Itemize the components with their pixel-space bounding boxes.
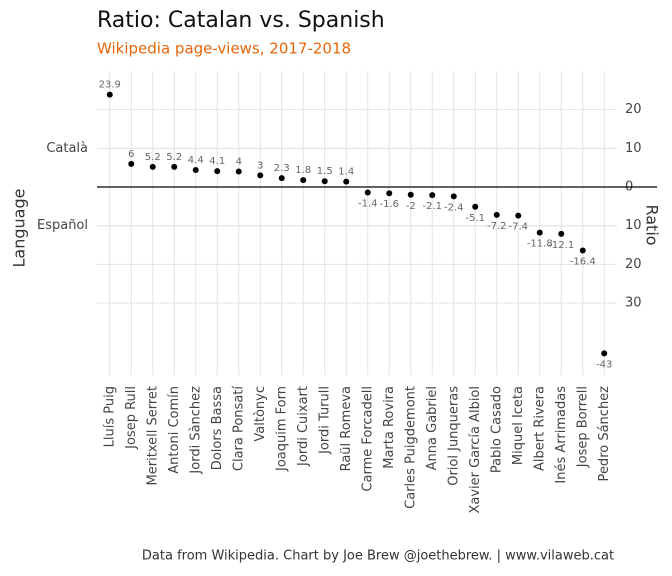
- y-tick-label: Español: [37, 218, 88, 233]
- dot: [601, 350, 608, 357]
- dot: [149, 163, 156, 170]
- x-tick-label: Josep Rull: [124, 386, 139, 450]
- dot: [472, 203, 479, 210]
- y-axis-label: Language: [10, 189, 29, 268]
- x-tick-label: Albert Rivera: [532, 386, 547, 471]
- data-label: 2.3: [274, 163, 290, 174]
- data-label: -12.1: [548, 240, 574, 251]
- data-label: 5.2: [145, 152, 161, 163]
- data-label: -2.4: [444, 202, 464, 213]
- x-tick-label: Anna Gabriel: [425, 386, 440, 470]
- data-label: 1.4: [338, 167, 354, 178]
- y-tick-label: Català: [46, 141, 88, 156]
- dot: [214, 168, 221, 175]
- dot: [558, 230, 565, 237]
- dot: [386, 190, 393, 197]
- dot: [257, 172, 264, 179]
- x-tick-label: Valtònyc: [253, 386, 268, 442]
- x-tick-label: Raül Romeva: [339, 386, 354, 471]
- dot: [171, 163, 178, 170]
- dot: [515, 212, 522, 219]
- x-tick-label: Carme Forcadell: [360, 386, 375, 492]
- y-tick-label: 20: [625, 257, 642, 272]
- data-label: 4: [236, 157, 242, 168]
- chart-subtitle: Wikipedia page-views, 2017-2018: [97, 40, 351, 58]
- y-tick-label: 10: [625, 218, 642, 233]
- dot: [278, 175, 285, 182]
- dot: [192, 167, 199, 174]
- dot: [429, 192, 436, 199]
- data-label: 5.2: [166, 152, 182, 163]
- x-tick-label: Dolors Bassa: [210, 386, 225, 470]
- data-label: 23.9: [99, 80, 121, 91]
- data-label: 4.1: [209, 156, 225, 167]
- dot: [106, 91, 113, 98]
- data-label: -7.4: [508, 222, 528, 233]
- data-label: 6: [128, 149, 134, 160]
- data-label: 3: [257, 160, 263, 171]
- chart-title: Ratio: Catalan vs. Spanish: [97, 8, 385, 33]
- x-tick-label: Carles Puigdemont: [403, 386, 418, 509]
- dot: [493, 211, 500, 218]
- x-tick-label: Jordi Cuixart: [296, 386, 311, 467]
- dot: [300, 177, 307, 184]
- x-tick-label: Pablo Casado: [489, 386, 504, 473]
- x-tick-label: Miquel Iceta: [511, 386, 526, 465]
- data-label: -11.8: [527, 239, 553, 250]
- dot: [128, 160, 135, 167]
- x-tick-label: Xavier García Albiol: [468, 386, 483, 514]
- x-tick-label: Meritxell Serret: [145, 386, 160, 485]
- dot: [235, 168, 242, 175]
- x-tick-label: Marta Rovira: [382, 386, 397, 469]
- data-label: -1.4: [358, 198, 378, 209]
- dot: [364, 189, 371, 196]
- dot: [579, 247, 586, 254]
- x-tick-label: Josep Borrell: [575, 386, 590, 468]
- y-tick-label: 10: [625, 141, 642, 156]
- data-label: 1.8: [295, 165, 311, 176]
- dot: [407, 191, 414, 198]
- dot: [450, 193, 457, 200]
- data-label: 1.5: [317, 166, 333, 177]
- y2-axis-label: Ratio: [643, 204, 662, 245]
- caption: Data from Wikipedia. Chart by Joe Brew @…: [142, 549, 614, 564]
- x-tick-label: Jordi Turull: [317, 386, 332, 455]
- x-tick-label: Oriol Junqueras: [446, 386, 461, 486]
- dot: [536, 229, 543, 236]
- data-label: 4.4: [188, 155, 204, 166]
- y-tick-label: 30: [625, 296, 642, 311]
- data-label: -2: [406, 201, 416, 212]
- data-label: -2.1: [422, 201, 442, 212]
- y-tick-label: 20: [625, 102, 642, 117]
- x-tick-label: Antoni Comín: [167, 386, 182, 474]
- data-label: -1.6: [379, 199, 399, 210]
- x-tick-label: Clara Ponsatí: [231, 386, 246, 472]
- dot: [343, 178, 350, 185]
- x-tick-label: Inés Arrimadas: [554, 386, 569, 484]
- dot: [321, 178, 328, 185]
- data-label: -5.1: [465, 213, 485, 224]
- data-label: -16.4: [570, 256, 596, 267]
- data-label: -7.2: [487, 221, 507, 232]
- data-label: -43: [596, 359, 612, 370]
- x-tick-label: Lluís Puig: [102, 386, 117, 447]
- x-tick-label: Pedro Sánchez: [597, 386, 612, 482]
- x-tick-label: Joaquim Forn: [274, 386, 289, 472]
- x-tick-label: Jordi Sànchez: [188, 386, 203, 475]
